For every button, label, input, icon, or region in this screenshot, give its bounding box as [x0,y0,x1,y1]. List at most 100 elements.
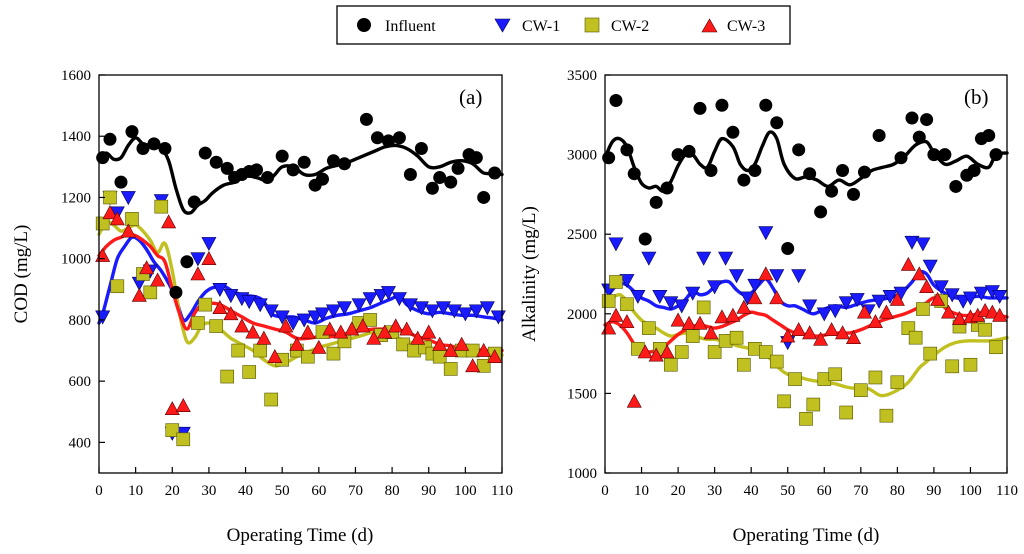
panel-a-point-cw2 [253,343,267,358]
panel-a-y-tick-label: 600 [69,374,92,390]
panel-a-point-influent [337,157,351,171]
panel-b-point-cw3 [703,325,719,340]
panel-a-point-cw2 [264,392,278,407]
panel-a-point-influent [187,195,201,209]
panel-a-point-cw1 [252,298,268,313]
panel-b-point-cw2 [601,294,616,308]
panel-b-point-cw1 [652,289,668,304]
panel-b-point-cw3 [900,256,916,271]
panel-b-point-cw3 [889,291,905,306]
panel-b-point-influent [748,164,762,178]
panel-a-ticks: 0 10 20 30 40 50 60 70 80 90 100 110 400 600 800 1000 12… [61,68,513,499]
panel-a-x-tick-label: 10 [128,483,143,499]
panel-b-point-cw3 [941,304,957,319]
panel-a-point-cw3 [377,324,393,339]
panel-a-point-cw3 [164,401,180,416]
panel-b-point-cw1 [992,289,1008,304]
panel-b-point-cw2 [620,297,634,312]
panel-a-y-tick-label: 400 [69,435,92,451]
panel-a-point-cw3 [267,349,283,363]
panel-a-point-cw3 [190,266,206,281]
panel-a-point-cw3 [487,349,503,363]
legend: Influent CW-1 CW-2 CW-3 [336,5,791,45]
panel-b-point-cw2 [729,330,744,345]
legend-label-cw2: CW-2 [611,18,649,35]
panel-b-point-cw3 [637,344,653,359]
panel-a-point-influent [96,151,110,165]
panel-a-y-tick-label: 1200 [61,190,91,206]
panel-b-point-cw3 [670,312,686,327]
panel-b-point-cw2 [923,346,938,361]
panel-a-point-cw1 [285,316,301,331]
panel-a-point-influent [147,137,161,151]
panel-a-point-cw3 [344,321,360,336]
panel-b-point-cw1 [674,299,690,314]
panel-b-point-cw2 [963,357,978,372]
panel-b-x-tick-label: 40 [744,483,759,499]
panel-b-point-cw1 [922,259,938,274]
panel-b-point-cw2 [642,321,656,335]
panel-b-point-cw1 [707,280,723,295]
panel-a-point-cw2 [143,285,158,300]
panel-a-y-tick-label: 1600 [61,68,91,84]
panel-b-y-tick-label: 1000 [567,466,597,482]
panel-b-point-cw3 [758,266,774,281]
panel-b-point-cw1 [816,307,832,322]
panel-a-point-influent [169,285,183,299]
panel-b-point-cw1 [871,294,887,309]
panel-b-point-cw1 [696,251,712,266]
panel-a-point-cw1 [241,295,257,310]
panel-a-point-influent [220,161,234,175]
panel-b-y-tick-label: 1500 [567,386,597,402]
panel-b-point-cw3 [951,310,967,325]
panel-a-point-influent [359,112,373,126]
panel-b-tag: (b) [964,85,989,109]
panel-a-point-cw1 [413,301,429,316]
panel-b-point-influent [989,148,1003,162]
panel-b-point-cw3 [919,279,935,294]
panel-a-point-cw1 [446,304,462,319]
panel-b-point-cw3 [867,314,883,329]
panel-a-point-cw1 [190,252,206,267]
panel-a-y-tick-label: 800 [69,313,92,329]
panel-b-point-cw3 [791,322,807,337]
panel-a-point-influent [451,161,465,175]
panel-b-x-tick-label: 90 [926,483,941,499]
panel-a-point-influent [198,146,212,160]
panel-a-point-cw2 [198,297,213,312]
panel-b-point-cw1 [827,304,843,319]
panel-a-point-cw3 [421,324,437,339]
panel-b-point-cw3 [681,315,697,330]
panel-b-point-cw3 [648,347,664,362]
panel-a-point-cw1 [296,313,312,328]
panel-b-x-tick-label: 70 [853,483,868,499]
panel-a-point-cw3 [201,251,217,265]
panel-a-point-cw1 [274,310,290,325]
panel-a-point-influent [103,132,117,146]
panel-a-point-cw3 [311,339,327,354]
panel-a-point-cw3 [175,398,191,412]
panel-a-x-tick-label: 100 [454,483,477,499]
legend-marker-cw3 [701,18,718,33]
panel-a-point-cw3 [300,324,316,339]
panel-a-point-influent [136,141,150,155]
panel-b-x-tick-label: 100 [959,483,982,499]
panel-b-point-cw1 [802,299,818,314]
panel-b-point-influent [781,242,795,256]
panel-b-point-influent [602,151,616,165]
panel-b-y-tick-label: 2000 [567,307,597,323]
panel-b-point-influent [912,130,926,144]
panel-b-point-influent [803,167,817,181]
legend-label-influent: Influent [385,18,436,35]
panel-a-point-cw2 [103,190,117,205]
panel-a-point-cw1 [325,304,341,319]
panel-b-point-influent [649,195,663,209]
panel-b-point-cw2 [758,345,773,359]
panel-a-point-cw3 [212,300,228,314]
panel-b-point-cw3 [911,266,927,281]
panel-a-point-cw3 [234,318,250,333]
panel-b-point-cw1 [915,237,931,252]
panel-b-point-cw2 [777,394,791,409]
panel-a-point-cw1 [391,292,407,307]
